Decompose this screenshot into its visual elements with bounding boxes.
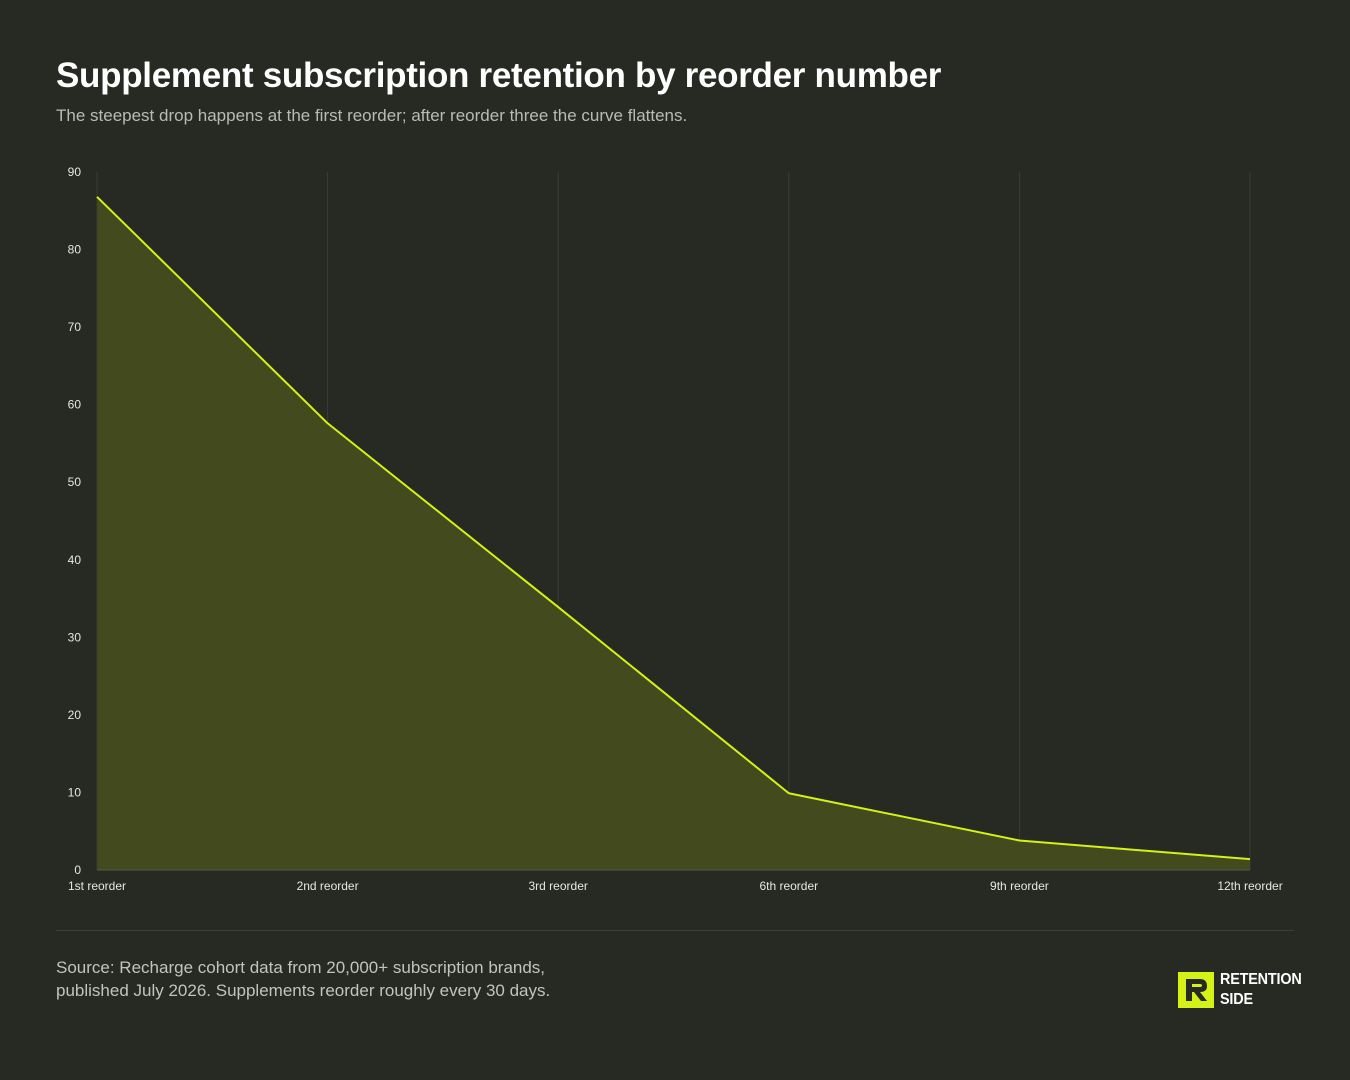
y-tick-label: 40 bbox=[68, 553, 82, 567]
x-tick-label: 12th reorder bbox=[1217, 879, 1282, 893]
x-tick-label: 3rd reorder bbox=[529, 879, 588, 893]
y-tick-label: 80 bbox=[68, 243, 82, 257]
chart-subtitle: The steepest drop happens at the first r… bbox=[56, 106, 688, 125]
series-line bbox=[96, 196, 1251, 861]
y-tick-label: 60 bbox=[68, 398, 82, 412]
y-tick-label: 90 bbox=[68, 165, 82, 179]
x-tick-label: 6th reorder bbox=[759, 879, 818, 893]
x-tick-label: 9th reorder bbox=[990, 879, 1049, 893]
y-tick-label: 10 bbox=[68, 785, 82, 799]
retention-area-chart: 0 10 20 30 40 50 60 70 80 90 1st reorder 2nd reorde… bbox=[68, 165, 1283, 893]
y-tick-label: 50 bbox=[68, 475, 82, 489]
logo-mark-icon bbox=[1178, 972, 1214, 1008]
logo-line-2: SIDE bbox=[1220, 991, 1253, 1008]
brand-logo: RETENTION SIDE bbox=[1178, 970, 1311, 1010]
source-note: Source: Recharge cohort data from 20,000… bbox=[56, 958, 551, 1000]
x-tick-label: 2nd reorder bbox=[297, 879, 359, 893]
logo-wordmark: RETENTION SIDE bbox=[1220, 970, 1302, 1010]
y-tick-label: 0 bbox=[74, 863, 81, 877]
chart-title: Supplement subscription retention by reo… bbox=[56, 56, 942, 95]
y-tick-label: 70 bbox=[68, 320, 82, 334]
x-tick-label: 1st reorder bbox=[68, 879, 126, 893]
footer-divider bbox=[56, 930, 1294, 931]
y-tick-label: 30 bbox=[68, 630, 82, 644]
logo-line-1: RETENTION bbox=[1220, 971, 1302, 988]
y-tick-label: 20 bbox=[68, 708, 82, 722]
area-fill bbox=[97, 196, 1250, 871]
